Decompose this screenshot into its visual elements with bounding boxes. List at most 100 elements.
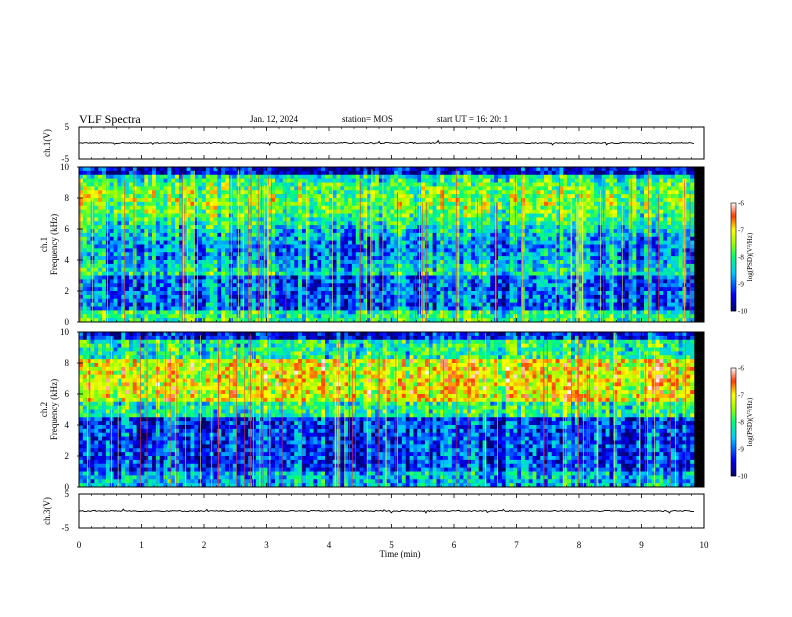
ch1-spectrogram-cell [467,314,471,318]
ch1-spectrogram-cell [433,210,437,214]
ch1-spectrogram-cell [87,248,91,252]
ch1-spectrogram-cell [194,186,198,190]
ch1-spectrogram-cell [271,206,275,210]
ch1-spectrogram-cell [225,287,229,291]
ch1-spectrogram-cell [360,175,364,179]
ch1-spectrogram-cell [117,167,121,171]
ch1-spectrogram-cell [517,264,521,268]
ch1-spectrogram-cell [463,307,467,311]
ch1-spectrogram-cell [175,264,179,268]
ch1-spectrogram-cell [533,206,537,210]
ch1-spectrogram-cell [240,310,244,314]
ch1-spectrogram-cell [506,202,510,206]
ch1-spectrogram-cell [287,214,291,218]
ch1-spectrogram-cell [240,183,244,187]
ch1-spectrogram-cell [202,190,206,194]
ch1-spectrogram-cell [506,198,510,202]
ch1-spectrogram-cell [544,252,548,256]
ch1-spectrogram-cell [483,256,487,260]
ch1-spectrogram-cell [275,295,279,299]
ch1-spectrogram-cell [287,248,291,252]
ch1-spectrogram-cell [325,303,329,307]
ch1-spectrogram-cell [260,167,264,171]
ch1-spectrogram-cell [440,225,444,229]
ch1-spectrogram-cell [490,287,494,291]
ch1-spectrogram-cell [287,245,291,249]
ch1-spectrogram-cell [510,303,514,307]
ch1-spectrogram-cell [340,183,344,187]
ch1-spectrogram-cell [117,295,121,299]
ch1-spectrogram-cell [171,310,175,314]
ch1-spectrogram-cell [152,202,156,206]
ch1-spectrogram-cell [475,252,479,256]
ch1-spectrogram-cell [483,283,487,287]
ch1-spectrogram-cell [406,206,410,210]
ch1-spectrogram-cell [83,237,87,241]
ch1-spectrogram-cell [221,295,225,299]
ch1-spectrogram-cell [467,179,471,183]
ch1-spectrogram-cell [544,190,548,194]
ch1-spectrogram-cell [233,299,237,303]
ch1-spectrogram-cell [510,256,514,260]
ch1-spectrogram-cell [536,299,540,303]
ch1-spectrogram-cell [133,299,137,303]
ch1-spectrogram-cell [160,217,164,221]
ch1-spectrogram-cell [502,221,506,225]
ch1-spectrogram-cell [117,175,121,179]
ch1-spectrogram-cell [144,202,148,206]
ch1-spectrogram-cell [402,210,406,214]
ch1-spectrogram-cell [340,260,344,264]
ch1-spectrogram-cell [337,276,341,280]
ch1-spectrogram-cell [402,241,406,245]
ch1-spectrogram-cell [94,248,98,252]
ch1-spectrogram-cell [502,202,506,206]
ch1-spectrogram-cell [533,264,537,268]
ch1-spectrogram-cell [310,225,314,229]
ch1-spectrogram-cell [460,214,464,218]
ch1-spectrogram-cell [283,299,287,303]
ch1-spectrogram-cell [440,202,444,206]
ch1-spectrogram-cell [310,214,314,218]
ch1-spectrogram-cell [398,314,402,318]
ch1-spectrogram-cell [313,221,317,225]
ch1-spectrogram-cell [148,252,152,256]
ch1-spectrogram-cell [421,229,425,233]
ch1-spectrogram-cell [440,307,444,311]
ch1-spectrogram-cell [525,303,529,307]
ch1-spectrogram-cell [210,241,214,245]
ch1-spectrogram-cell [87,186,91,190]
ch1-spectrogram-cell [333,299,337,303]
ch1-spectrogram-cell [306,291,310,295]
ch1-spectrogram-cell [217,179,221,183]
ch1-spectrogram-cell [79,303,83,307]
ch1-spectrogram-cell [217,252,221,256]
ch1-spectrogram-cell [471,283,475,287]
ch1-spectrogram-cell [510,202,514,206]
ch1-spectrogram-cell [479,229,483,233]
ch1-spectrogram-cell [425,183,429,187]
ch1-spectrogram-cell [510,287,514,291]
ch1-spectrogram-cell [240,245,244,249]
ch1-spectrogram-cell [164,183,168,187]
ch1-spectrogram-cell [160,171,164,175]
ch1-spectrogram-cell [444,217,448,221]
ch1-spectrogram-cell [175,314,179,318]
ch1-spectrogram-cell [287,171,291,175]
ch1-spectrogram-cell [317,276,321,280]
ch1-spectrogram-cell [171,264,175,268]
ch1-spectrogram-cell [383,214,387,218]
ch1-spectrogram-cell [506,179,510,183]
ch1-spectrogram-cell [271,291,275,295]
ch1-spectrogram-cell [363,248,367,252]
ch1-spectrogram-cell [544,314,548,318]
ch1-spectrogram-cell [536,186,540,190]
ch1-spectrogram-cell [471,307,475,311]
ch1-spectrogram-cell [125,198,129,202]
ch1-spectrogram-cell [102,214,106,218]
ch1-spectrogram-cell [475,283,479,287]
ch1-spectrogram-cell [533,237,537,241]
ch1-spectrogram-cell [410,279,414,283]
ch1-spectrogram-cell [129,186,133,190]
ch1-spectrogram-cell [471,272,475,276]
ch1-spectrogram-cell [410,252,414,256]
